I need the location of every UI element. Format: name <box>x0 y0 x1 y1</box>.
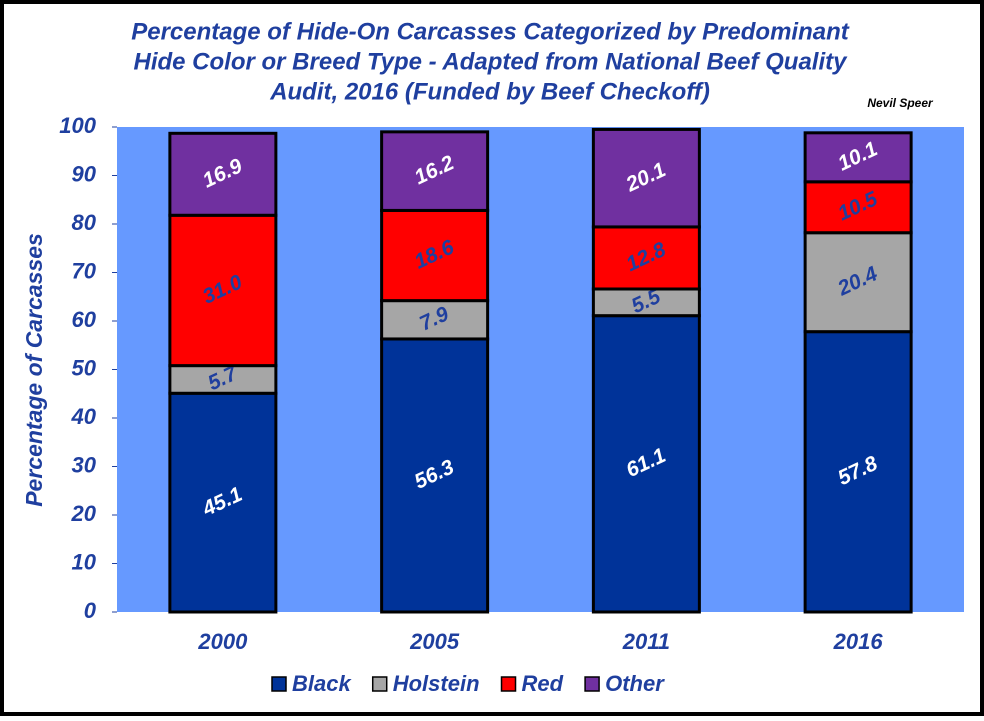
x-tick-label: 2005 <box>409 629 460 654</box>
chart-title: Hide Color or Breed Type - Adapted from … <box>134 48 849 75</box>
x-tick-label: 2011 <box>622 629 670 654</box>
y-tick-label: 0 <box>84 598 97 623</box>
y-tick-label: 30 <box>72 452 97 477</box>
y-tick-label: 60 <box>72 307 97 332</box>
y-tick-label: 20 <box>71 501 97 526</box>
y-tick-label: 40 <box>71 404 97 429</box>
bar-segment <box>803 231 913 334</box>
y-axis-label: Percentage of Carcasses <box>21 233 47 507</box>
x-tick-label: 2016 <box>833 629 884 654</box>
y-tick-label: 90 <box>72 161 97 186</box>
chart-title: Audit, 2016 (Funded by Beef Checkoff) <box>269 78 710 105</box>
bar-segment <box>591 314 701 614</box>
chart-title: Percentage of Hide-On Carcasses Categori… <box>131 18 850 45</box>
y-tick-label: 100 <box>59 113 96 138</box>
bar-segment <box>380 130 490 212</box>
bar-segment <box>380 299 490 341</box>
legend-swatch <box>584 676 600 692</box>
bar-segment <box>803 330 913 614</box>
y-tick-label: 50 <box>72 355 97 380</box>
legend-label: Black <box>292 671 352 696</box>
legend-label: Red <box>522 671 564 696</box>
y-tick-label: 10 <box>72 549 97 574</box>
bar-segment <box>380 208 490 303</box>
y-tick-label: 80 <box>72 210 97 235</box>
bar-segment <box>168 213 278 368</box>
bar-segment <box>168 131 278 217</box>
legend-label: Other <box>605 671 665 696</box>
bar-segment <box>168 391 278 614</box>
bar-segment <box>803 131 913 184</box>
bar-segment <box>591 127 701 229</box>
y-tick-label: 70 <box>72 258 97 283</box>
x-tick-label: 2000 <box>197 629 248 654</box>
legend-swatch <box>500 676 517 692</box>
legend-swatch <box>371 676 388 692</box>
legend-swatch <box>271 676 287 692</box>
bar-segment <box>803 180 913 235</box>
legend-label: Holstein <box>393 671 480 696</box>
annotation: Nevil Speer <box>867 96 934 110</box>
bar-segment <box>380 337 490 614</box>
